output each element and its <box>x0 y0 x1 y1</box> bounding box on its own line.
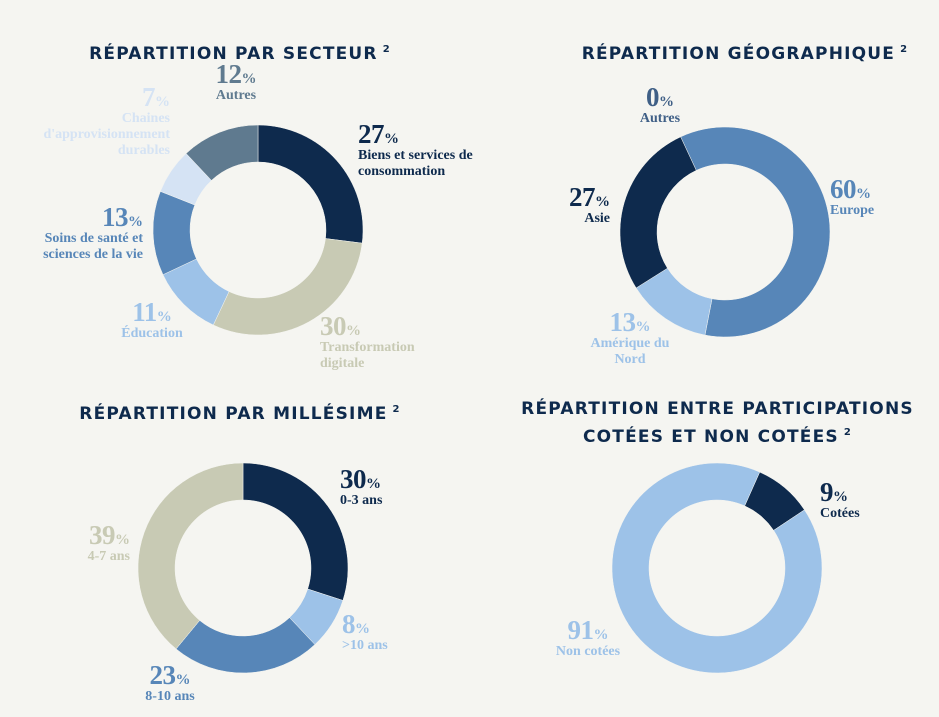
category-label: 4-7 ans <box>87 549 130 564</box>
title-note: 2 <box>382 44 391 55</box>
value-label: 12 <box>215 59 243 89</box>
unit-label: % <box>155 94 170 110</box>
unit-label: % <box>241 71 257 87</box>
value-label: 9 <box>820 477 834 507</box>
unit-label: % <box>156 309 172 325</box>
value-label: 23 <box>149 660 177 690</box>
slice-label: 0% Autres <box>620 83 700 127</box>
chart-title: RÉPARTITION GÉOGRAPHIQUE 2 <box>540 38 939 66</box>
title-text: RÉPARTITION GÉOGRAPHIQUE <box>581 44 896 64</box>
donut-slice <box>212 238 363 336</box>
unit-label: % <box>593 627 609 643</box>
value-label: 13 <box>102 202 129 232</box>
title-note: 2 <box>392 404 401 415</box>
unit-label: % <box>856 186 871 202</box>
category-label: Soins de santé et sciences de la vie <box>43 231 143 262</box>
slice-label: 13% Amérique du Nord <box>585 308 675 368</box>
value-label: 7 <box>142 82 156 112</box>
donut-slice <box>680 126 831 338</box>
category-label: Autres <box>215 88 257 103</box>
slice-label: 27% Asie <box>530 183 610 227</box>
title-text: RÉPARTITION PAR MILLÉSIME <box>79 404 388 424</box>
slice-label: 30% 0-3 ans <box>340 465 420 509</box>
value-label: 27 <box>569 182 596 212</box>
title-text: RÉPARTITION ENTRE PARTICIPATIONS COTÉES … <box>521 399 914 447</box>
unit-label: % <box>635 319 651 335</box>
slice-label: 60% Europe <box>830 175 910 219</box>
slice-label: 27% Biens et services de consommation <box>358 120 498 180</box>
slice-label: 13% Soins de santé et sciences de la vie <box>23 203 143 263</box>
unit-label: % <box>659 94 674 110</box>
category-label: 0-3 ans <box>340 493 383 508</box>
slice-label: 7% Chaines d'approvisionnement durables <box>0 83 170 159</box>
unit-label: % <box>346 323 361 339</box>
unit-label: % <box>115 532 130 548</box>
value-label: 39 <box>89 520 116 550</box>
donut-slice <box>137 462 244 650</box>
unit-label: % <box>833 489 848 505</box>
category-label: Amérique du Nord <box>590 336 670 367</box>
category-label: Éducation <box>121 326 183 341</box>
value-label: 30 <box>340 464 367 494</box>
slice-label: 30% Transformation digitale <box>320 312 450 372</box>
category-label: Chaines d'approvisionnement durables <box>43 111 170 158</box>
donut-slice <box>242 462 349 601</box>
category-label: 8-10 ans <box>145 689 195 704</box>
value-label: 91 <box>567 615 595 645</box>
donut-slice <box>185 124 259 181</box>
value-label: 11 <box>132 297 157 327</box>
category-label: Non cotées <box>555 644 621 659</box>
chart-title: RÉPARTITION PAR SECTEUR 2 <box>40 38 440 66</box>
chart-title: RÉPARTITION ENTRE PARTICIPATIONS COTÉES … <box>495 398 939 449</box>
category-label: Biens et services de consommation <box>358 148 473 179</box>
value-label: 30 <box>320 311 347 341</box>
unit-label: % <box>128 214 143 230</box>
value-label: 60 <box>830 174 857 204</box>
slice-label: 12% Autres <box>186 60 286 104</box>
title-text: RÉPARTITION PAR SECTEUR <box>89 44 378 64</box>
donut-slice <box>152 191 197 276</box>
unit-label: % <box>366 476 381 492</box>
category-label: Cotées <box>820 506 860 521</box>
unit-label: % <box>384 131 399 147</box>
chart-title: RÉPARTITION PAR MILLÉSIME 2 <box>40 398 440 426</box>
value-label: 8 <box>342 609 356 639</box>
title-note: 2 <box>843 427 853 438</box>
slice-label: 23% 8-10 ans <box>130 661 210 705</box>
category-label: Asie <box>584 211 610 226</box>
value-label: 0 <box>646 82 660 112</box>
unit-label: % <box>175 672 191 688</box>
unit-label: % <box>355 621 370 637</box>
category-label: >10 ans <box>342 638 388 653</box>
donut-slice <box>257 124 364 244</box>
title-note: 2 <box>900 44 909 55</box>
slice-label: 9% Cotées <box>820 478 900 522</box>
unit-label: % <box>595 194 610 210</box>
slice-label: 91% Non cotées <box>538 616 638 660</box>
category-label: Europe <box>830 203 875 218</box>
category-label: Transformation digitale <box>320 340 415 371</box>
donut-slice <box>619 136 697 289</box>
slice-label: 8% >10 ans <box>342 610 422 654</box>
donut-slice <box>611 462 823 674</box>
value-label: 27 <box>358 119 385 149</box>
category-label: Autres <box>639 111 681 126</box>
slice-label: 39% 4-7 ans <box>50 521 130 565</box>
value-label: 13 <box>609 307 637 337</box>
slice-label: 11% Éducation <box>97 298 207 342</box>
